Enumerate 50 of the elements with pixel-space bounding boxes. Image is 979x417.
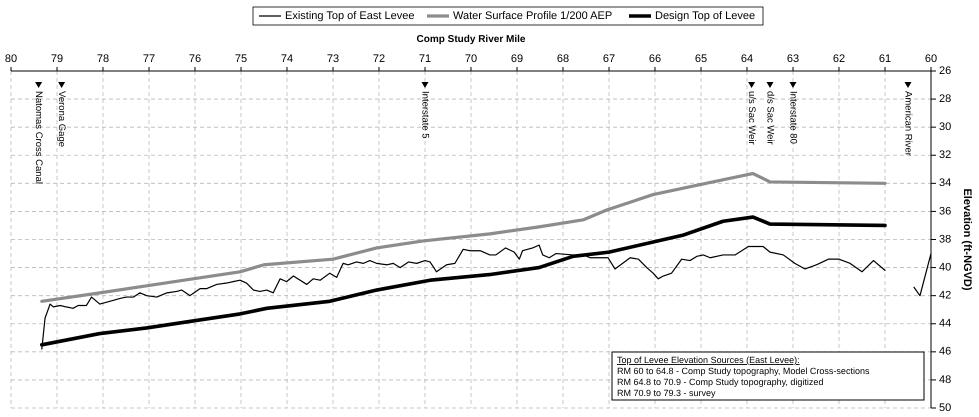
y-tick-label: 34 bbox=[939, 177, 952, 190]
y-tick-label: 26 bbox=[939, 64, 952, 77]
y-tick-label: 36 bbox=[939, 205, 952, 218]
x-tick-label: 61 bbox=[878, 53, 892, 65]
x-tick-label: 68 bbox=[556, 53, 570, 65]
y-tick-label: 40 bbox=[939, 261, 952, 274]
y-tick-label: 30 bbox=[939, 121, 952, 134]
y-tick-label: 28 bbox=[939, 92, 952, 105]
y-tick-label: 42 bbox=[939, 290, 952, 302]
y-tick-label: 48 bbox=[939, 374, 952, 386]
annotation: Interstate 80 bbox=[787, 91, 798, 144]
x-tick-label: 75 bbox=[234, 53, 248, 65]
annotation: Natomas Cross Canal bbox=[33, 91, 44, 184]
y-axis-title: Elevation (ft-NGVD) bbox=[961, 188, 974, 291]
annotation: u/s Sac Weir bbox=[746, 91, 758, 145]
x-tick-label: 72 bbox=[372, 53, 386, 65]
x-tick-label: 66 bbox=[648, 53, 662, 65]
x-tick-label: 69 bbox=[510, 53, 524, 65]
annotation: American River bbox=[902, 91, 914, 156]
x-tick-label: 60 bbox=[924, 53, 938, 65]
annotation: Top of Levee Elevation Sources (East Levee): bbox=[617, 355, 800, 365]
x-tick-label: 71 bbox=[418, 53, 432, 65]
legend-label: Design Top of Levee bbox=[655, 10, 756, 22]
x-tick-label: 64 bbox=[740, 53, 754, 65]
annotation: Interstate 5 bbox=[419, 91, 430, 139]
x-tick-label: 76 bbox=[188, 53, 202, 65]
y-tick-label: 38 bbox=[939, 233, 952, 246]
x-axis-title: Comp Study River Mile bbox=[416, 34, 526, 45]
x-tick-label: 78 bbox=[96, 53, 110, 65]
x-tick-label: 80 bbox=[4, 53, 18, 65]
y-tick-label: 50 bbox=[939, 402, 952, 414]
x-tick-label: 70 bbox=[464, 53, 478, 65]
x-tick-label: 65 bbox=[694, 53, 708, 65]
x-tick-label: 77 bbox=[142, 53, 156, 65]
x-tick-label: 73 bbox=[326, 53, 340, 65]
annotation: RM 70.9 to 79.3 - survey bbox=[617, 388, 716, 398]
x-tick-label: 67 bbox=[602, 53, 616, 65]
annotation: RM 60 to 64.8 - Comp Study topography, Model Cross-sections bbox=[617, 366, 870, 376]
x-tick-label: 63 bbox=[786, 53, 800, 65]
y-tick-label: 46 bbox=[939, 346, 952, 358]
annotation: Verona Gage bbox=[56, 91, 68, 148]
annotation: d/s Sac Weir bbox=[764, 91, 776, 145]
y-tick-label: 44 bbox=[939, 318, 952, 330]
x-tick-label: 74 bbox=[280, 53, 294, 65]
legend-label: Water Surface Profile 1/200 AEP bbox=[453, 10, 612, 22]
x-tick-label: 79 bbox=[50, 53, 64, 65]
legend-label: Existing Top of East Levee bbox=[285, 10, 414, 22]
x-tick-label: 62 bbox=[832, 53, 846, 65]
annotation: RM 64.8 to 70.9 - Comp Study topography, digitized bbox=[617, 377, 824, 387]
y-tick-label: 32 bbox=[939, 149, 952, 162]
